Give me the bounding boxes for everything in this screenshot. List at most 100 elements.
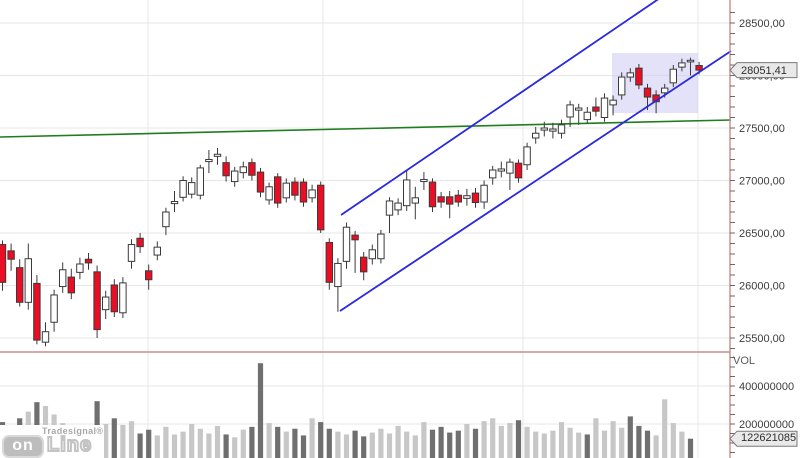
volume-bar xyxy=(533,431,539,458)
volume-bar xyxy=(197,428,203,458)
volume-bar xyxy=(515,420,522,458)
volume-bar xyxy=(300,435,307,458)
candle-body xyxy=(136,237,144,248)
volume-bar xyxy=(550,430,556,458)
volume-bar xyxy=(361,436,367,458)
candle-body xyxy=(248,162,256,176)
candle-body xyxy=(377,233,385,260)
volume-bar xyxy=(335,431,341,458)
candle-body xyxy=(454,194,463,203)
candle-body xyxy=(618,76,626,96)
candle-body xyxy=(196,167,205,196)
volume-bar xyxy=(232,437,238,458)
volume-axis-label: 400000000 xyxy=(739,381,794,393)
candle-body xyxy=(609,99,617,106)
candle-body xyxy=(282,182,291,199)
candle-body xyxy=(256,171,265,193)
candle-body xyxy=(583,111,591,121)
candle-body xyxy=(291,181,299,196)
candle-body xyxy=(523,146,531,166)
volume-bar xyxy=(395,425,401,458)
price-axis-label: 28500,00 xyxy=(739,18,785,30)
candle-body xyxy=(188,182,196,195)
candle-body xyxy=(67,276,75,294)
volume-bar xyxy=(610,421,616,458)
candle-body xyxy=(566,104,574,118)
volume-bar xyxy=(584,434,590,458)
last-price-badge-shape[interactable] xyxy=(729,62,798,79)
candle-body xyxy=(420,178,428,183)
volume-bar xyxy=(283,431,289,458)
volume-bar xyxy=(249,426,255,458)
last-price-badge[interactable]: 28051,41 xyxy=(741,65,787,77)
volume-bar xyxy=(558,422,565,458)
volume-bar xyxy=(455,430,461,458)
volume-bar xyxy=(601,430,608,458)
volume-bar xyxy=(309,418,315,458)
volume-bar xyxy=(490,418,496,458)
candle-body xyxy=(626,72,634,78)
channel-line-lower xyxy=(339,50,732,312)
candle-body xyxy=(102,296,110,311)
candle-body xyxy=(557,124,566,134)
volume-bar xyxy=(386,433,393,458)
candle-body xyxy=(33,282,41,341)
volume-bar xyxy=(171,434,178,458)
volume-bar xyxy=(240,429,246,458)
candle-body xyxy=(428,181,437,208)
volume-bar xyxy=(687,438,694,458)
logo-line-text: Line xyxy=(46,433,93,457)
candle-body xyxy=(59,269,67,288)
volume-bar xyxy=(180,431,186,458)
volume-bar xyxy=(481,421,487,458)
candle-body xyxy=(592,106,600,112)
volume-bar xyxy=(447,432,453,458)
volume-bar xyxy=(653,435,659,458)
volume-bar xyxy=(223,434,229,458)
volume-bar xyxy=(541,433,547,458)
price-axis-label: 26500,00 xyxy=(739,228,785,240)
candle-body xyxy=(394,202,402,211)
volume-bar xyxy=(343,434,350,458)
candle-body xyxy=(127,244,136,262)
candle-body xyxy=(686,59,695,63)
last-volume-badge[interactable]: 122621085 xyxy=(741,432,797,444)
candle-body xyxy=(334,262,342,288)
candle-body xyxy=(84,258,93,264)
volume-bar xyxy=(524,426,530,458)
volume-bar xyxy=(206,433,212,458)
volume-bar xyxy=(662,399,668,458)
volume-bar xyxy=(412,435,418,458)
volume-bar xyxy=(378,428,384,458)
candle-body xyxy=(549,128,557,132)
candle-body xyxy=(0,244,7,283)
candle-body xyxy=(265,186,273,201)
candle-body xyxy=(695,65,703,71)
last-volume-badge-shape[interactable] xyxy=(729,430,798,447)
volume-bar xyxy=(318,422,324,458)
price-axis-label: 27000,00 xyxy=(739,176,785,188)
candle-body xyxy=(360,256,368,273)
candle-body xyxy=(299,181,308,203)
candle-body xyxy=(110,284,118,313)
candle-body xyxy=(145,270,153,281)
candle-body xyxy=(446,196,454,205)
volume-bar xyxy=(679,431,685,458)
volume-bar xyxy=(266,423,272,458)
candle-body xyxy=(179,180,187,198)
candle-body xyxy=(76,263,84,273)
volume-bar xyxy=(429,429,436,458)
volume-bar xyxy=(507,423,513,458)
candle-body xyxy=(170,201,179,205)
candle-body xyxy=(471,192,480,204)
volume-bar xyxy=(627,416,633,458)
volume-bar xyxy=(619,427,625,458)
candle-body xyxy=(575,107,583,111)
candle-body xyxy=(342,226,351,262)
candle-body xyxy=(661,87,669,94)
volume-bar xyxy=(438,426,444,458)
candle-body xyxy=(385,200,394,216)
volume-bar xyxy=(189,424,195,458)
